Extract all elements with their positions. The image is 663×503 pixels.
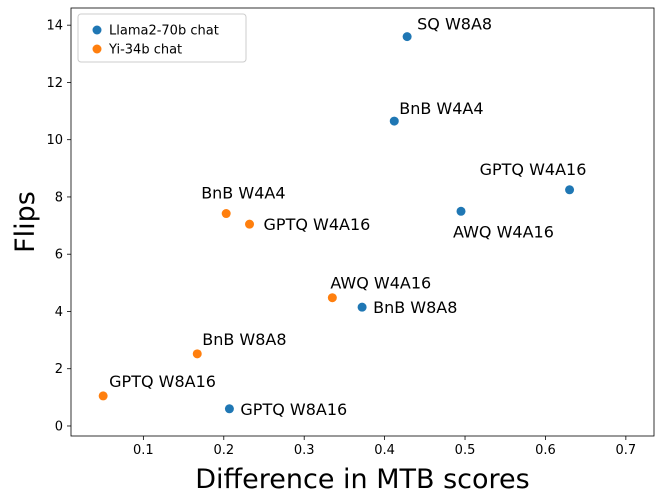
scatter-point	[98, 391, 108, 401]
point-annotation: BnB W4A4	[399, 99, 483, 118]
x-axis-title: Difference in MTB scores	[195, 464, 529, 495]
y-axis-title: Flips	[10, 191, 41, 253]
legend-box	[77, 13, 247, 63]
point-annotation: GPTQ W8A16	[240, 400, 347, 419]
y-tick-label: 6	[55, 248, 63, 263]
scatter-point	[456, 206, 466, 216]
scatter-point	[245, 219, 255, 229]
legend-marker-llama2	[92, 25, 102, 35]
point-annotation: SQ W8A8	[417, 15, 492, 34]
legend-label-yi: Yi-34b chat	[108, 43, 182, 58]
point-annotation: AWQ W4A16	[330, 274, 431, 293]
point-annotation: BnB W8A8	[373, 298, 457, 317]
x-tick-label: 0.1	[133, 443, 154, 458]
x-tick-label: 0.3	[294, 443, 315, 458]
y-axis-ticks: 0 2 4 6 8 10 12 14	[46, 19, 71, 434]
y-tick-label: 10	[46, 133, 63, 148]
scatter-point	[327, 293, 337, 303]
y-tick-label: 2	[55, 362, 63, 377]
y-tick-label: 14	[46, 19, 63, 34]
x-tick-label: 0.7	[616, 443, 637, 458]
x-tick-label: 0.6	[535, 443, 556, 458]
scatter-point	[192, 349, 202, 359]
point-annotations: SQ W8A8 BnB W4A4 GPTQ W4A16 AWQ W4A16 BnB W8…	[109, 15, 586, 419]
scatter-point	[357, 302, 367, 312]
axes-frame	[70, 7, 655, 437]
point-annotation: BnB W8A8	[202, 330, 286, 349]
point-annotation: AWQ W4A16	[453, 222, 554, 241]
point-annotation: GPTQ W4A16	[480, 160, 587, 179]
point-annotation: GPTQ W8A16	[109, 372, 216, 391]
x-tick-label: 0.2	[213, 443, 234, 458]
scatter-point	[389, 116, 399, 126]
scatter-point	[221, 209, 231, 219]
x-axis-ticks: 0.1 0.2 0.3 0.4 0.5 0.6 0.7	[133, 436, 636, 458]
data-points	[98, 32, 575, 414]
point-annotation: GPTQ W4A16	[264, 215, 371, 234]
x-tick-label: 0.4	[374, 443, 395, 458]
x-tick-label: 0.5	[455, 443, 476, 458]
scatter-point	[565, 185, 575, 195]
y-tick-label: 0	[55, 419, 63, 434]
point-annotation: BnB W4A4	[201, 184, 285, 203]
y-tick-label: 12	[46, 76, 63, 91]
legend-label-llama2: Llama2-70b chat	[109, 24, 219, 39]
legend-marker-yi	[92, 44, 102, 54]
scatter-point	[402, 32, 412, 42]
y-tick-label: 8	[55, 190, 63, 205]
y-tick-label: 4	[55, 305, 63, 320]
legend: Llama2-70b chat Yi-34b chat	[77, 13, 247, 63]
scatter-point	[224, 404, 234, 414]
